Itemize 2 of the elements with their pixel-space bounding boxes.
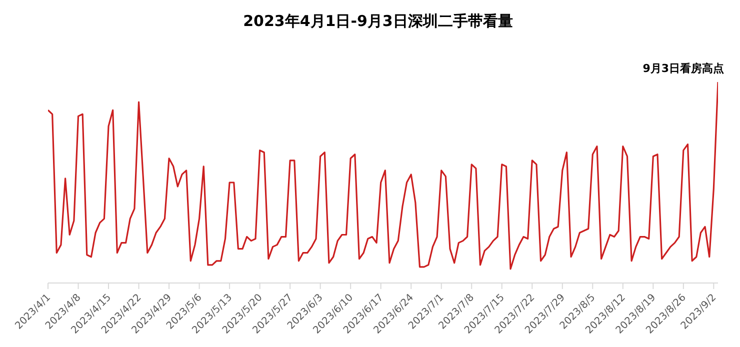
chart-title: 2023年4月1日-9月3日深圳二手带看量: [242, 12, 514, 31]
text: 9月3日看房高点: [642, 62, 724, 75]
